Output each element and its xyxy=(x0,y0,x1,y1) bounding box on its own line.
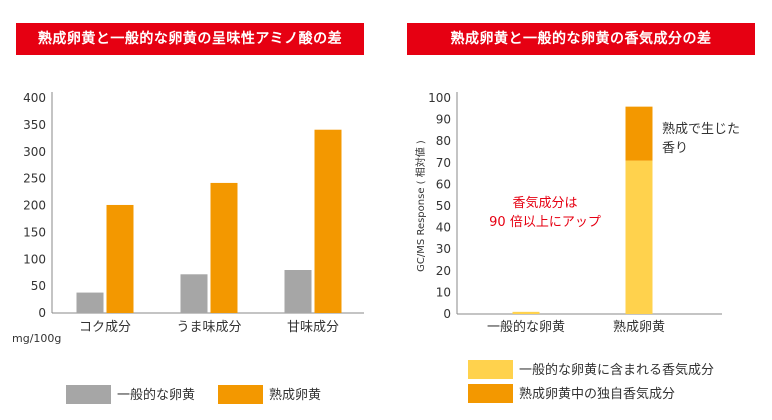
chart1-y-tick-label: 0 xyxy=(38,306,46,320)
chart2-y-tick-label: 30 xyxy=(436,242,451,256)
chart2-bar-unique-aroma xyxy=(625,106,653,161)
chart1-legend-swatch xyxy=(66,385,111,404)
chart1-bar-aged xyxy=(314,129,342,313)
chart2-legend-swatch xyxy=(468,384,513,403)
chart1-y-tick-label: 200 xyxy=(23,199,46,213)
chart1-bar-aged xyxy=(210,182,238,313)
chart2-y-tick-label: 70 xyxy=(436,156,451,170)
chart2-y-tick-label: 10 xyxy=(436,285,451,299)
chart2-y-tick-label: 60 xyxy=(436,177,451,191)
chart1-y-tick-label: 100 xyxy=(23,252,46,266)
chart1-legend-label: 熟成卵黄 xyxy=(269,387,321,403)
chart2-annotation-aged: 香り xyxy=(662,141,688,156)
chart1-legend-swatch xyxy=(218,385,263,404)
chart1-bar-aged xyxy=(106,204,134,313)
right-chart-title-banner: 熟成卵黄と一般的な卵黄の香気成分の差 xyxy=(407,23,755,55)
chart2-legend-swatch xyxy=(468,360,513,379)
chart1-y-tick-label: 150 xyxy=(23,225,46,239)
chart1-y-tick-label: 250 xyxy=(23,172,46,186)
chart1-y-tick-label: 50 xyxy=(31,279,46,293)
chart1-bar-regular xyxy=(76,292,104,313)
chart2-y-tick-label: 50 xyxy=(436,199,451,213)
chart1-bar-regular xyxy=(180,274,208,313)
chart1-bar-regular xyxy=(284,270,312,313)
chart1-legend-label: 一般的な卵黄 xyxy=(117,387,195,403)
chart2-legend-label: 一般的な卵黄に含まれる香気成分 xyxy=(519,362,714,378)
chart2-bar-common-aroma xyxy=(625,160,653,314)
chart2-annotation-aged: 熟成で生じた xyxy=(662,121,740,137)
left-chart-title-banner: 熟成卵黄と一般的な卵黄の呈味性アミノ酸の差 xyxy=(16,23,364,55)
chart1-y-tick-label: 400 xyxy=(23,91,46,105)
chart2-x-tick-label: 一般的な卵黄 xyxy=(487,319,565,335)
chart2-y-tick-label: 20 xyxy=(436,264,451,278)
chart2-y-tick-label: 0 xyxy=(443,307,451,321)
chart2-y-axis-title: GC/MS Response ( 相対値 ) xyxy=(414,140,427,272)
chart2-y-tick-label: 80 xyxy=(436,134,451,148)
chart2-y-tick-label: 100 xyxy=(428,91,451,105)
chart2-legend-label: 熟成卵黄中の独自香気成分 xyxy=(519,386,675,402)
chart2-x-tick-label: 熟成卵黄 xyxy=(613,319,665,335)
chart1-y-tick-label: 300 xyxy=(23,145,46,159)
chart1-x-tick-label: コク成分 xyxy=(79,320,131,335)
chart1-unit-label: mg/100g xyxy=(12,332,61,345)
chart2-annotation-red: 香気成分は xyxy=(512,195,577,211)
chart1-x-tick-label: 甘味成分 xyxy=(287,320,339,335)
chart2-y-tick-label: 90 xyxy=(436,113,451,127)
chart2-bar-common-aroma xyxy=(512,311,540,314)
chart2-y-tick-label: 40 xyxy=(436,221,451,235)
chart1-x-tick-label: うま味成分 xyxy=(176,320,241,335)
chart2-annotation-red: 90 倍以上にアップ xyxy=(489,215,601,230)
chart1-y-tick-label: 350 xyxy=(23,118,46,132)
